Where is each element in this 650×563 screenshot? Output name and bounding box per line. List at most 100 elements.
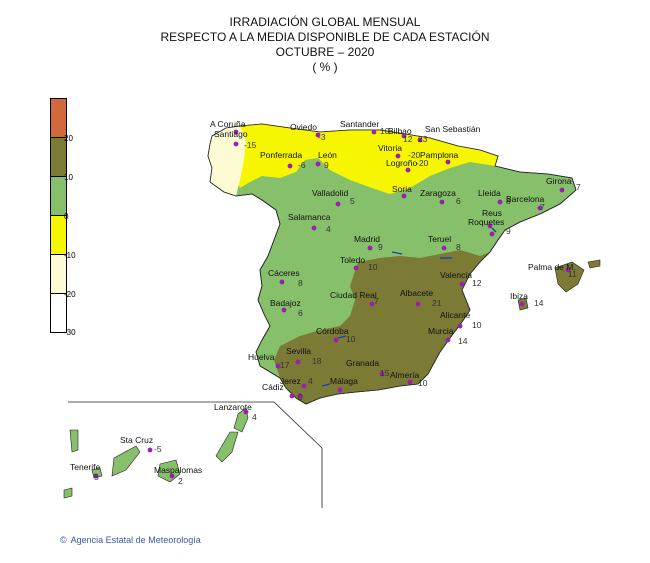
station-value-teruel: 8 xyxy=(456,242,461,252)
station-a-coruna: A Coruña xyxy=(210,119,246,135)
station-murcia: Murcia 14 xyxy=(428,326,468,346)
fuerteventura-island xyxy=(215,431,239,463)
station-dot-soria xyxy=(401,193,407,199)
station-vitoria: Vitoria -20 xyxy=(378,143,421,160)
station-name-maspalomas: Maspalomas xyxy=(154,465,202,475)
station-value-jerez: 4 xyxy=(308,376,313,386)
station-malaga: Málaga xyxy=(330,376,358,393)
station-name-a-coruna: A Coruña xyxy=(210,119,246,129)
legend-label-10: 10 xyxy=(64,173,73,182)
station-name-ponferrada: Ponferrada xyxy=(260,150,302,160)
station-soria: Soria xyxy=(392,184,412,199)
station-dot-palma-de-m xyxy=(565,267,571,273)
station-name-santiago: Santiago xyxy=(214,129,248,139)
copyright-icon: © xyxy=(60,535,67,545)
station-name-palma-de-m: Palma de M. xyxy=(528,262,576,272)
station-name-tenerife: Tenerife xyxy=(70,462,101,472)
station-value-barcelona: 7 xyxy=(540,202,545,212)
station-name-caceres: Cáceres xyxy=(268,268,300,278)
station-dot-lleida xyxy=(497,199,503,205)
station-name-lanzarote: Lanzarote xyxy=(214,402,252,412)
station-name-san-sebastian: San Sebastián xyxy=(425,124,481,134)
station-value-tenerife: 5 xyxy=(94,472,99,482)
station-value-alicante: 10 xyxy=(472,320,482,330)
station-dot-pamplona xyxy=(445,159,451,165)
station-jerez: Jerez 4 xyxy=(280,376,313,389)
canary-inset-frame xyxy=(68,401,323,508)
station-dot-bilbao xyxy=(401,133,407,139)
station-dot-ponferrada xyxy=(287,163,293,169)
station-dot-huelva xyxy=(275,363,281,369)
station-value-girona: 7 xyxy=(576,182,581,192)
station-dot-cordoba xyxy=(333,337,339,343)
station-dot-sevilla xyxy=(295,359,301,365)
station-dot-lanzarote xyxy=(243,409,249,415)
station-name-vitoria: Vitoria xyxy=(378,143,402,153)
station-value-san-sebastian: 23 xyxy=(418,134,428,144)
station-value-oviedo: -3 xyxy=(318,132,326,142)
legend-label-20: 20 xyxy=(64,134,73,143)
station-name-jerez: Jerez xyxy=(280,376,301,386)
station-dot-albacete xyxy=(415,301,421,307)
legend-swatch-0-10 xyxy=(50,177,67,216)
station-dot-granada xyxy=(379,371,385,377)
station-dot-logrono xyxy=(405,167,411,173)
la-palma-island xyxy=(69,429,79,453)
station-name-santander: Santander xyxy=(340,119,379,129)
station-name-valencia: Valencia xyxy=(440,270,472,280)
station-name-oviedo: Oviedo xyxy=(290,122,317,132)
south-olive-region xyxy=(274,250,490,404)
station-dot-a-coruna xyxy=(233,129,239,135)
station-name-zaragoza: Zaragoza xyxy=(420,188,456,198)
station-huelva: Huelva 17 xyxy=(248,352,290,370)
station-name-toledo: Toledo xyxy=(340,255,365,265)
station-name-ibiza: Ibiza xyxy=(510,291,528,301)
station-value-santiago: -15 xyxy=(244,140,257,150)
title-line-3: OCTUBRE – 2020 xyxy=(275,45,375,59)
legend-label-minus30: -30 xyxy=(64,328,76,337)
station-dot-roquetes xyxy=(489,231,495,237)
station-value-logrono: -20 xyxy=(416,158,429,168)
station-dot-madrid xyxy=(367,245,373,251)
station-value-madrid: 9 xyxy=(378,242,383,252)
station-value-toledo: 10 xyxy=(368,262,378,272)
station-name-pamplona: Pamplona xyxy=(420,150,459,160)
station-name-sta-cruz: Sta Cruz xyxy=(120,435,153,445)
station-name-leon: León xyxy=(318,150,337,160)
station-value-palma-de-m: 11 xyxy=(568,269,577,279)
station-dot-salamanca xyxy=(311,225,317,231)
station-value-sta-cruz: -5 xyxy=(154,444,162,454)
station-name-teruel: Teruel xyxy=(428,234,451,244)
station-name-malaga: Málaga xyxy=(330,376,358,386)
station-dot-almeria xyxy=(407,379,413,385)
station-name-albacete: Albacete xyxy=(400,288,433,298)
station-cadiz: Cádiz xyxy=(262,382,295,399)
station-value-huelva: 17 xyxy=(280,360,290,370)
agency-name: Agencia Estatal de Meteorología xyxy=(70,535,201,545)
station-dot-oviedo xyxy=(315,132,321,138)
station-name-ciudad-real: Ciudad Real xyxy=(330,290,377,300)
station-value-granada: 15 xyxy=(380,368,390,378)
station-value-santander: 10 xyxy=(380,126,390,136)
station-name-valladolid: Valladolid xyxy=(312,188,349,198)
station-value-sevilla: 18 xyxy=(312,356,322,366)
station-name-huelva: Huelva xyxy=(248,352,275,362)
station-value-cordoba: 10 xyxy=(346,334,356,344)
station-dot-reus xyxy=(487,223,493,229)
station-dot-jerez xyxy=(301,383,307,389)
legend-swatch-minus30-minus20 xyxy=(50,294,67,333)
station-dot-cadiz xyxy=(289,393,295,399)
station-lleida: Lleida 8 xyxy=(478,188,511,206)
station-value-maspalomas: 2 xyxy=(178,476,183,486)
